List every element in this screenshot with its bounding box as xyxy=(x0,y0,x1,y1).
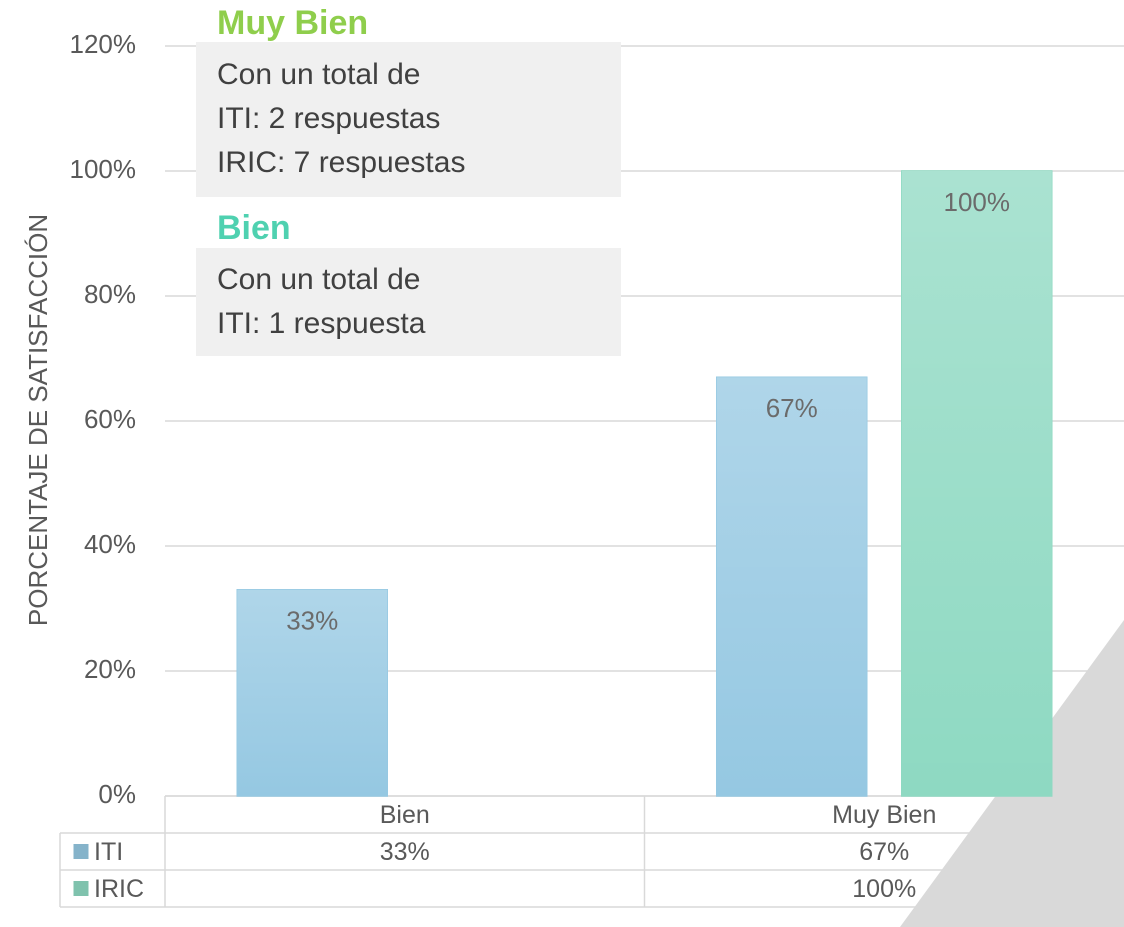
x-tick-label: Muy Bien xyxy=(832,801,936,829)
y-tick-label: 20% xyxy=(84,654,136,684)
annotation-box xyxy=(196,42,621,197)
annotation-line: ITI: 2 respuestas xyxy=(217,102,440,135)
y-tick-label: 80% xyxy=(84,279,136,309)
x-tick-label: Bien xyxy=(380,801,430,829)
table-value: 100% xyxy=(852,875,916,903)
y-tick-label: 60% xyxy=(84,404,136,434)
annotation-title: Muy Bien xyxy=(217,4,368,42)
legend-label: ITI xyxy=(94,838,123,866)
annotation-line: ITI: 1 respuesta xyxy=(217,307,426,340)
y-tick-label: 100% xyxy=(70,154,137,184)
legend-key xyxy=(73,844,89,859)
y-axis-label: PORCENTAJE DE SATISFACCIÓN xyxy=(23,214,53,626)
bar-shine xyxy=(237,589,388,796)
table-value: 67% xyxy=(859,838,909,866)
annotation-line: Con un total de xyxy=(217,263,420,296)
bar-shine xyxy=(716,377,867,796)
legend-key xyxy=(73,881,89,896)
value-label: 33% xyxy=(286,606,338,636)
table-value: 33% xyxy=(380,838,430,866)
annotation-title: Bien xyxy=(217,209,291,247)
annotation-line: IRIC: 7 respuestas xyxy=(217,146,465,179)
annotation-box xyxy=(196,248,621,356)
value-label: 100% xyxy=(944,187,1011,217)
y-tick-label: 120% xyxy=(70,29,137,59)
legend-label: IRIC xyxy=(94,875,144,903)
y-tick-label: 40% xyxy=(84,529,136,559)
bar-shine xyxy=(901,171,1052,796)
value-label: 67% xyxy=(766,393,818,423)
annotation-line: Con un total de xyxy=(217,58,420,91)
y-tick-label: 0% xyxy=(98,779,136,809)
